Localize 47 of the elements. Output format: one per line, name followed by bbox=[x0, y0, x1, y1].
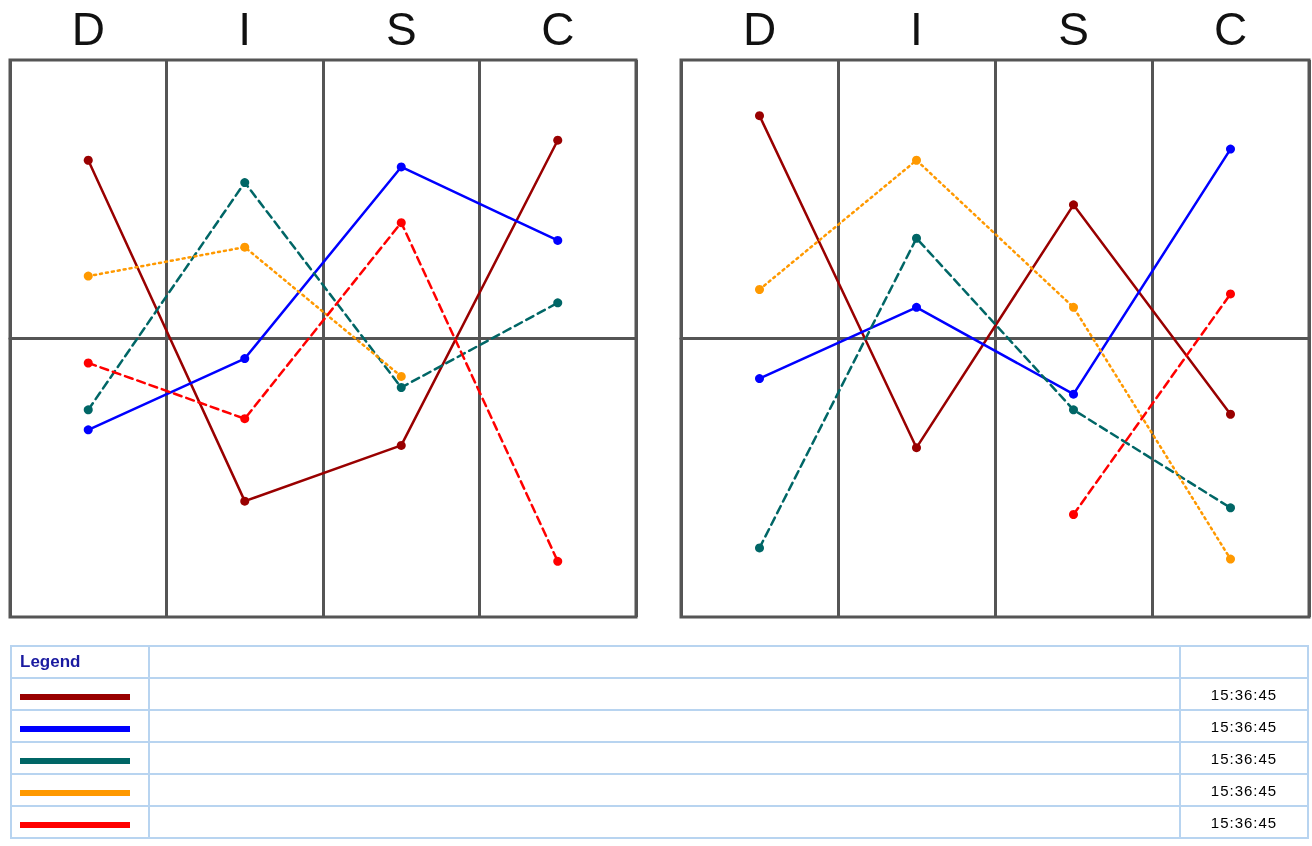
x-tick-label: I bbox=[238, 3, 252, 55]
point bbox=[1226, 554, 1235, 564]
point bbox=[83, 155, 93, 165]
point bbox=[240, 242, 250, 252]
x-tick-label: D bbox=[742, 3, 777, 55]
point bbox=[912, 155, 921, 165]
legend-title: Legend bbox=[11, 646, 149, 678]
point bbox=[240, 496, 250, 506]
point bbox=[240, 414, 250, 424]
x-tick-label: S bbox=[385, 3, 417, 55]
x-tick-label: C bbox=[541, 3, 575, 55]
point bbox=[83, 405, 93, 415]
point bbox=[1069, 302, 1078, 312]
point bbox=[1226, 144, 1235, 154]
legend-table: Legend 15:36:45 15:36:45 15:36:45 15:36:45 15:36:45 bbox=[10, 645, 1309, 839]
point bbox=[1069, 405, 1078, 415]
point bbox=[1226, 503, 1235, 513]
point bbox=[553, 298, 563, 308]
point bbox=[240, 354, 250, 364]
point bbox=[83, 358, 93, 368]
point bbox=[912, 302, 921, 312]
point bbox=[1226, 289, 1235, 299]
x-tick-label: S bbox=[1058, 3, 1089, 55]
point bbox=[396, 440, 406, 450]
point bbox=[755, 543, 764, 553]
point bbox=[396, 162, 406, 172]
point bbox=[396, 371, 406, 381]
point bbox=[553, 556, 563, 566]
point bbox=[755, 374, 764, 384]
point bbox=[755, 111, 764, 121]
point bbox=[553, 135, 563, 145]
point bbox=[1226, 409, 1235, 419]
point bbox=[83, 271, 93, 281]
point bbox=[396, 383, 406, 393]
point bbox=[912, 443, 921, 453]
x-tick-label: C bbox=[1213, 3, 1248, 55]
point bbox=[1069, 510, 1078, 520]
point bbox=[240, 178, 250, 188]
point bbox=[755, 284, 764, 294]
point bbox=[1069, 200, 1078, 210]
point bbox=[396, 218, 406, 228]
point bbox=[83, 425, 93, 435]
x-tick-label: D bbox=[71, 3, 105, 55]
point bbox=[553, 235, 563, 245]
point bbox=[912, 233, 921, 243]
x-tick-label: I bbox=[910, 3, 923, 55]
point bbox=[1069, 389, 1078, 399]
